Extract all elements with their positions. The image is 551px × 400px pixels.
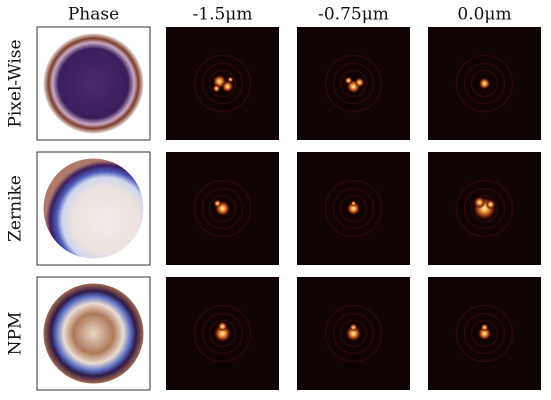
psf-spot bbox=[478, 77, 491, 90]
psf-panel bbox=[297, 27, 410, 140]
psf-ring bbox=[193, 54, 252, 113]
column-header: Phase bbox=[68, 5, 119, 25]
psf-panel bbox=[166, 277, 279, 390]
psf-ring bbox=[208, 319, 237, 348]
psf-ring bbox=[201, 187, 244, 230]
psf-spot bbox=[217, 321, 228, 332]
psf-ring bbox=[193, 179, 252, 238]
phase-panel bbox=[36, 151, 151, 266]
psf-panel bbox=[297, 152, 410, 265]
psf-spot bbox=[473, 196, 486, 209]
psf-spot bbox=[213, 199, 222, 208]
psf-spot bbox=[349, 323, 358, 332]
psf-ring bbox=[208, 69, 237, 98]
psf-spot bbox=[346, 201, 361, 216]
psf-ring bbox=[324, 54, 383, 113]
psf-ring bbox=[208, 194, 237, 223]
psf-panel bbox=[166, 152, 279, 265]
column-header: -0.75μm bbox=[318, 5, 389, 25]
psf-spot bbox=[477, 326, 492, 341]
phase-disk bbox=[43, 283, 144, 384]
psf-spot bbox=[485, 199, 496, 210]
row-label: NPM bbox=[6, 312, 26, 356]
psf-ring bbox=[332, 62, 375, 105]
psf-ring bbox=[201, 312, 244, 355]
psf-ring bbox=[470, 194, 499, 223]
psf-spot bbox=[480, 323, 489, 332]
psf-ring bbox=[201, 62, 244, 105]
psf-panel bbox=[166, 27, 279, 140]
psf-ring bbox=[332, 312, 375, 355]
psf-ring bbox=[339, 194, 368, 223]
row-label: Pixel-Wise bbox=[6, 39, 26, 127]
psf-spot bbox=[221, 80, 234, 93]
psf-spot bbox=[350, 200, 357, 207]
phase-disk bbox=[43, 33, 144, 134]
psf-spot bbox=[213, 324, 232, 343]
psf-spot bbox=[345, 325, 362, 342]
psf-ring bbox=[324, 304, 383, 363]
psf-ring bbox=[463, 187, 506, 230]
column-header: 0.0μm bbox=[457, 5, 511, 25]
psf-ring bbox=[324, 179, 383, 238]
phase-panel bbox=[36, 26, 151, 141]
column-header: -1.5μm bbox=[193, 5, 253, 25]
psf-spot bbox=[354, 77, 365, 88]
row-label: Zernike bbox=[6, 175, 26, 242]
psf-ring bbox=[332, 187, 375, 230]
psf-spot bbox=[344, 76, 353, 85]
psf-panel bbox=[297, 277, 410, 390]
psf-panel bbox=[428, 27, 541, 140]
psf-ring bbox=[339, 69, 368, 98]
psf-ring bbox=[193, 304, 252, 363]
psf-ring bbox=[470, 69, 499, 98]
psf-panel bbox=[428, 152, 541, 265]
psf-ring bbox=[463, 312, 506, 355]
psf-ring bbox=[339, 319, 368, 348]
psf-spot bbox=[227, 76, 234, 83]
psf-ring bbox=[470, 319, 499, 348]
phase-panel bbox=[36, 276, 151, 391]
psf-spot bbox=[212, 84, 221, 93]
psf-ring bbox=[455, 304, 514, 363]
psf-ring bbox=[455, 54, 514, 113]
phase-disk bbox=[43, 158, 144, 259]
psf-panel bbox=[428, 277, 541, 390]
psf-ring bbox=[463, 62, 506, 105]
psf-ring bbox=[455, 179, 514, 238]
